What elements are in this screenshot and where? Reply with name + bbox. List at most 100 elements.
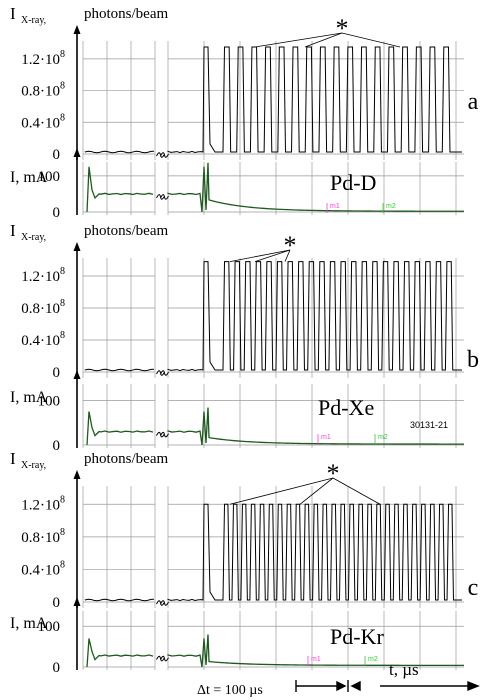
markers: m1 m2 xyxy=(317,434,388,444)
panel-letter: c xyxy=(468,575,479,601)
star-annotation: * xyxy=(327,459,340,488)
xray-tick-exponent: 8 xyxy=(60,112,65,123)
current-grid xyxy=(82,384,464,448)
markers: m1 m2 xyxy=(307,656,378,666)
star-annotation: * xyxy=(284,231,297,260)
delta-t-label: Δt = 100 µs xyxy=(197,683,263,698)
xray-tick-label: 0.4·10 xyxy=(21,115,60,131)
xray-ylabel: I xyxy=(10,449,16,468)
star-leader-line xyxy=(284,249,291,262)
xray-tick-label: 0.8·10 xyxy=(21,530,60,546)
xray-trace xyxy=(84,503,462,602)
xray-ylabel-sub: X-ray, xyxy=(21,232,46,243)
xray-tick-exponent: 8 xyxy=(60,559,65,570)
xray-unit-label: photons/beam xyxy=(84,451,168,467)
xray-tick-exponent: 8 xyxy=(60,49,65,60)
xray-tick-label: 1.2·10 xyxy=(21,269,60,285)
marker-m1-label: m1 xyxy=(321,434,331,441)
current-tick-label: 100 xyxy=(38,169,61,185)
time-arrows xyxy=(295,680,480,692)
axis-break xyxy=(156,194,169,200)
sample-label: Pd-D xyxy=(330,170,376,195)
star-leaders xyxy=(229,249,291,262)
xray-ylabel-sub: X-ray, xyxy=(21,460,46,471)
xray-grid xyxy=(82,486,464,608)
sample-label: Pd-Kr xyxy=(330,624,384,649)
axis-break xyxy=(156,600,169,606)
current-trace xyxy=(86,407,465,446)
current-ylabel: I, mA xyxy=(10,169,48,186)
star-leader-line xyxy=(304,32,343,48)
current-ylabel: I, mA xyxy=(10,615,48,632)
xray-ylabel: I xyxy=(10,4,16,23)
xray-tick-exponent: 8 xyxy=(60,266,65,277)
sample-label: Pd-Xe xyxy=(318,395,374,420)
xray-tick-label: 0.4·10 xyxy=(21,333,60,349)
xray-grid xyxy=(82,258,464,378)
star-leader-line xyxy=(254,249,291,262)
xray-tick-label: 0.8·10 xyxy=(21,84,60,100)
axis-break xyxy=(156,431,169,438)
current-ylabel: I, mA xyxy=(10,389,48,406)
current-trace xyxy=(86,634,465,668)
current-tick-label: 0 xyxy=(53,205,61,221)
star-leader-line xyxy=(332,477,381,505)
xray-grid xyxy=(82,41,464,160)
marker-m2-label: m2 xyxy=(368,656,378,663)
xray-tick-label: 1.2·10 xyxy=(21,52,60,68)
current-trace xyxy=(86,162,465,213)
current-tick-label: 0 xyxy=(53,438,61,454)
delta-t-arrow-right xyxy=(336,680,347,692)
axis-break xyxy=(156,152,169,158)
star-leaders xyxy=(254,32,401,48)
marker-m2-label: m2 xyxy=(386,203,396,210)
time-axis-arrow xyxy=(467,680,480,692)
xray-trace xyxy=(84,261,462,372)
star-leaders xyxy=(229,477,381,505)
xray-tick-label: 0 xyxy=(53,147,61,163)
xray-y-axis-arrow xyxy=(73,470,81,479)
xray-tick-exponent: 8 xyxy=(60,494,65,505)
star-leader-line xyxy=(229,249,291,262)
marker-m1-label: m1 xyxy=(330,203,340,210)
xray-unit-label: photons/beam xyxy=(84,6,168,22)
panel-letter: b xyxy=(467,347,479,373)
xray-tick-label: 0 xyxy=(53,365,61,381)
xray-unit-label: photons/beam xyxy=(84,223,168,239)
xray-ylabel-sub: X-ray, xyxy=(21,15,46,26)
xray-tick-exponent: 8 xyxy=(60,298,65,309)
current-grid xyxy=(82,611,464,670)
current-grid xyxy=(82,162,464,215)
current-y-axis-arrow xyxy=(73,370,81,379)
axis-break xyxy=(156,655,169,662)
xray-tick-label: 1.2·10 xyxy=(21,497,60,513)
xray-tick-exponent: 8 xyxy=(60,81,65,92)
marker-m1-label: m1 xyxy=(311,656,321,663)
star-leader-line xyxy=(299,477,334,505)
axis-break xyxy=(156,370,169,376)
xray-tick-exponent: 8 xyxy=(60,330,65,341)
current-tick-label: 100 xyxy=(38,393,61,409)
shot-id-label: 30131-21 xyxy=(410,420,448,430)
xray-tick-exponent: 8 xyxy=(60,527,65,538)
current-y-axis-arrow xyxy=(73,148,81,157)
current-tick-label: 0 xyxy=(53,660,61,676)
xray-tick-label: 0.8·10 xyxy=(21,301,60,317)
current-y-axis-arrow xyxy=(73,597,81,606)
marker-m2-label: m2 xyxy=(378,434,388,441)
xray-y-axis-arrow xyxy=(73,242,81,251)
star-leader-line xyxy=(254,32,343,48)
star-leader-line xyxy=(341,32,401,48)
panel-letter: a xyxy=(468,89,479,115)
star-leader-line xyxy=(229,477,334,505)
xray-tick-label: 0 xyxy=(53,595,61,611)
time-axis-label: t, µs xyxy=(389,660,419,679)
current-tick-label: 100 xyxy=(38,619,61,635)
xray-ylabel: I xyxy=(10,221,16,240)
xray-y-axis-arrow xyxy=(73,25,81,34)
markers: m1 m2 xyxy=(326,203,396,213)
time-footer: Δt = 100 µs t, µs xyxy=(197,660,419,698)
